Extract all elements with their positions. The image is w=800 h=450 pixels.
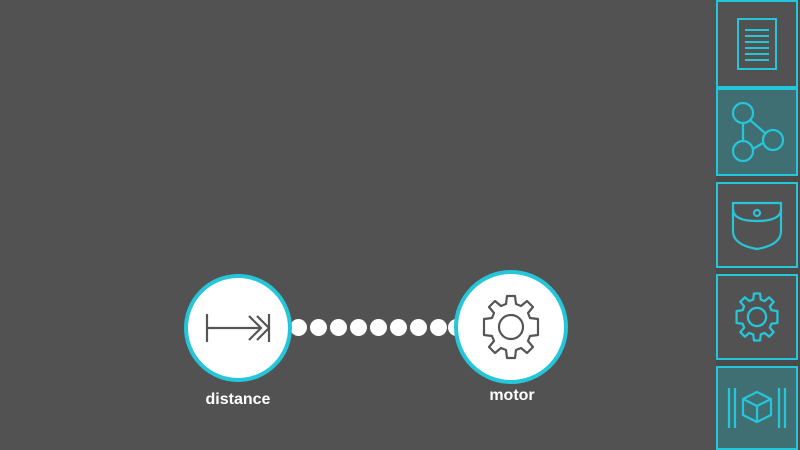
link-dot [370,319,387,336]
link-dot [430,319,447,336]
graph-canvas[interactable]: distance motor [0,0,716,450]
link-dot [290,319,307,336]
sidebar [716,0,800,450]
distance-node[interactable] [184,274,292,382]
link-dot [310,319,327,336]
node-graph-icon [731,101,785,163]
node-label-motor: motor [489,387,535,404]
node-label-distance: distance [205,391,271,408]
link-dot [390,319,407,336]
link-dot [350,319,367,336]
pocket-icon [731,201,783,251]
link-dot [330,319,347,336]
gear-icon [482,294,540,360]
sidebar-item-settings[interactable] [716,274,798,360]
distance-sensor-icon [205,314,271,342]
sidebar-item-pocket[interactable] [716,182,798,268]
sidebar-item-document[interactable] [716,0,798,88]
cube-module-icon [727,388,787,428]
document-icon [737,18,777,70]
link-dot [410,319,427,336]
motor-node[interactable] [454,270,568,384]
gear-icon [735,292,779,342]
sidebar-item-module[interactable] [716,366,798,450]
sidebar-item-graph[interactable] [716,88,798,176]
